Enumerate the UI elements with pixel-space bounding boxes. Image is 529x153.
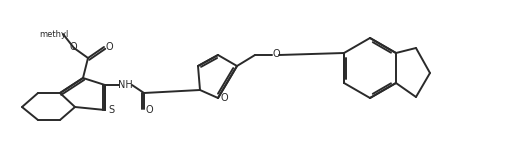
Text: O: O [105, 42, 113, 52]
Text: O: O [145, 105, 153, 115]
Text: O: O [69, 42, 77, 52]
Text: S: S [108, 105, 114, 115]
Text: NH: NH [117, 80, 132, 90]
Text: methyl: methyl [39, 30, 69, 39]
Text: O: O [220, 93, 228, 103]
Text: O: O [272, 49, 280, 59]
